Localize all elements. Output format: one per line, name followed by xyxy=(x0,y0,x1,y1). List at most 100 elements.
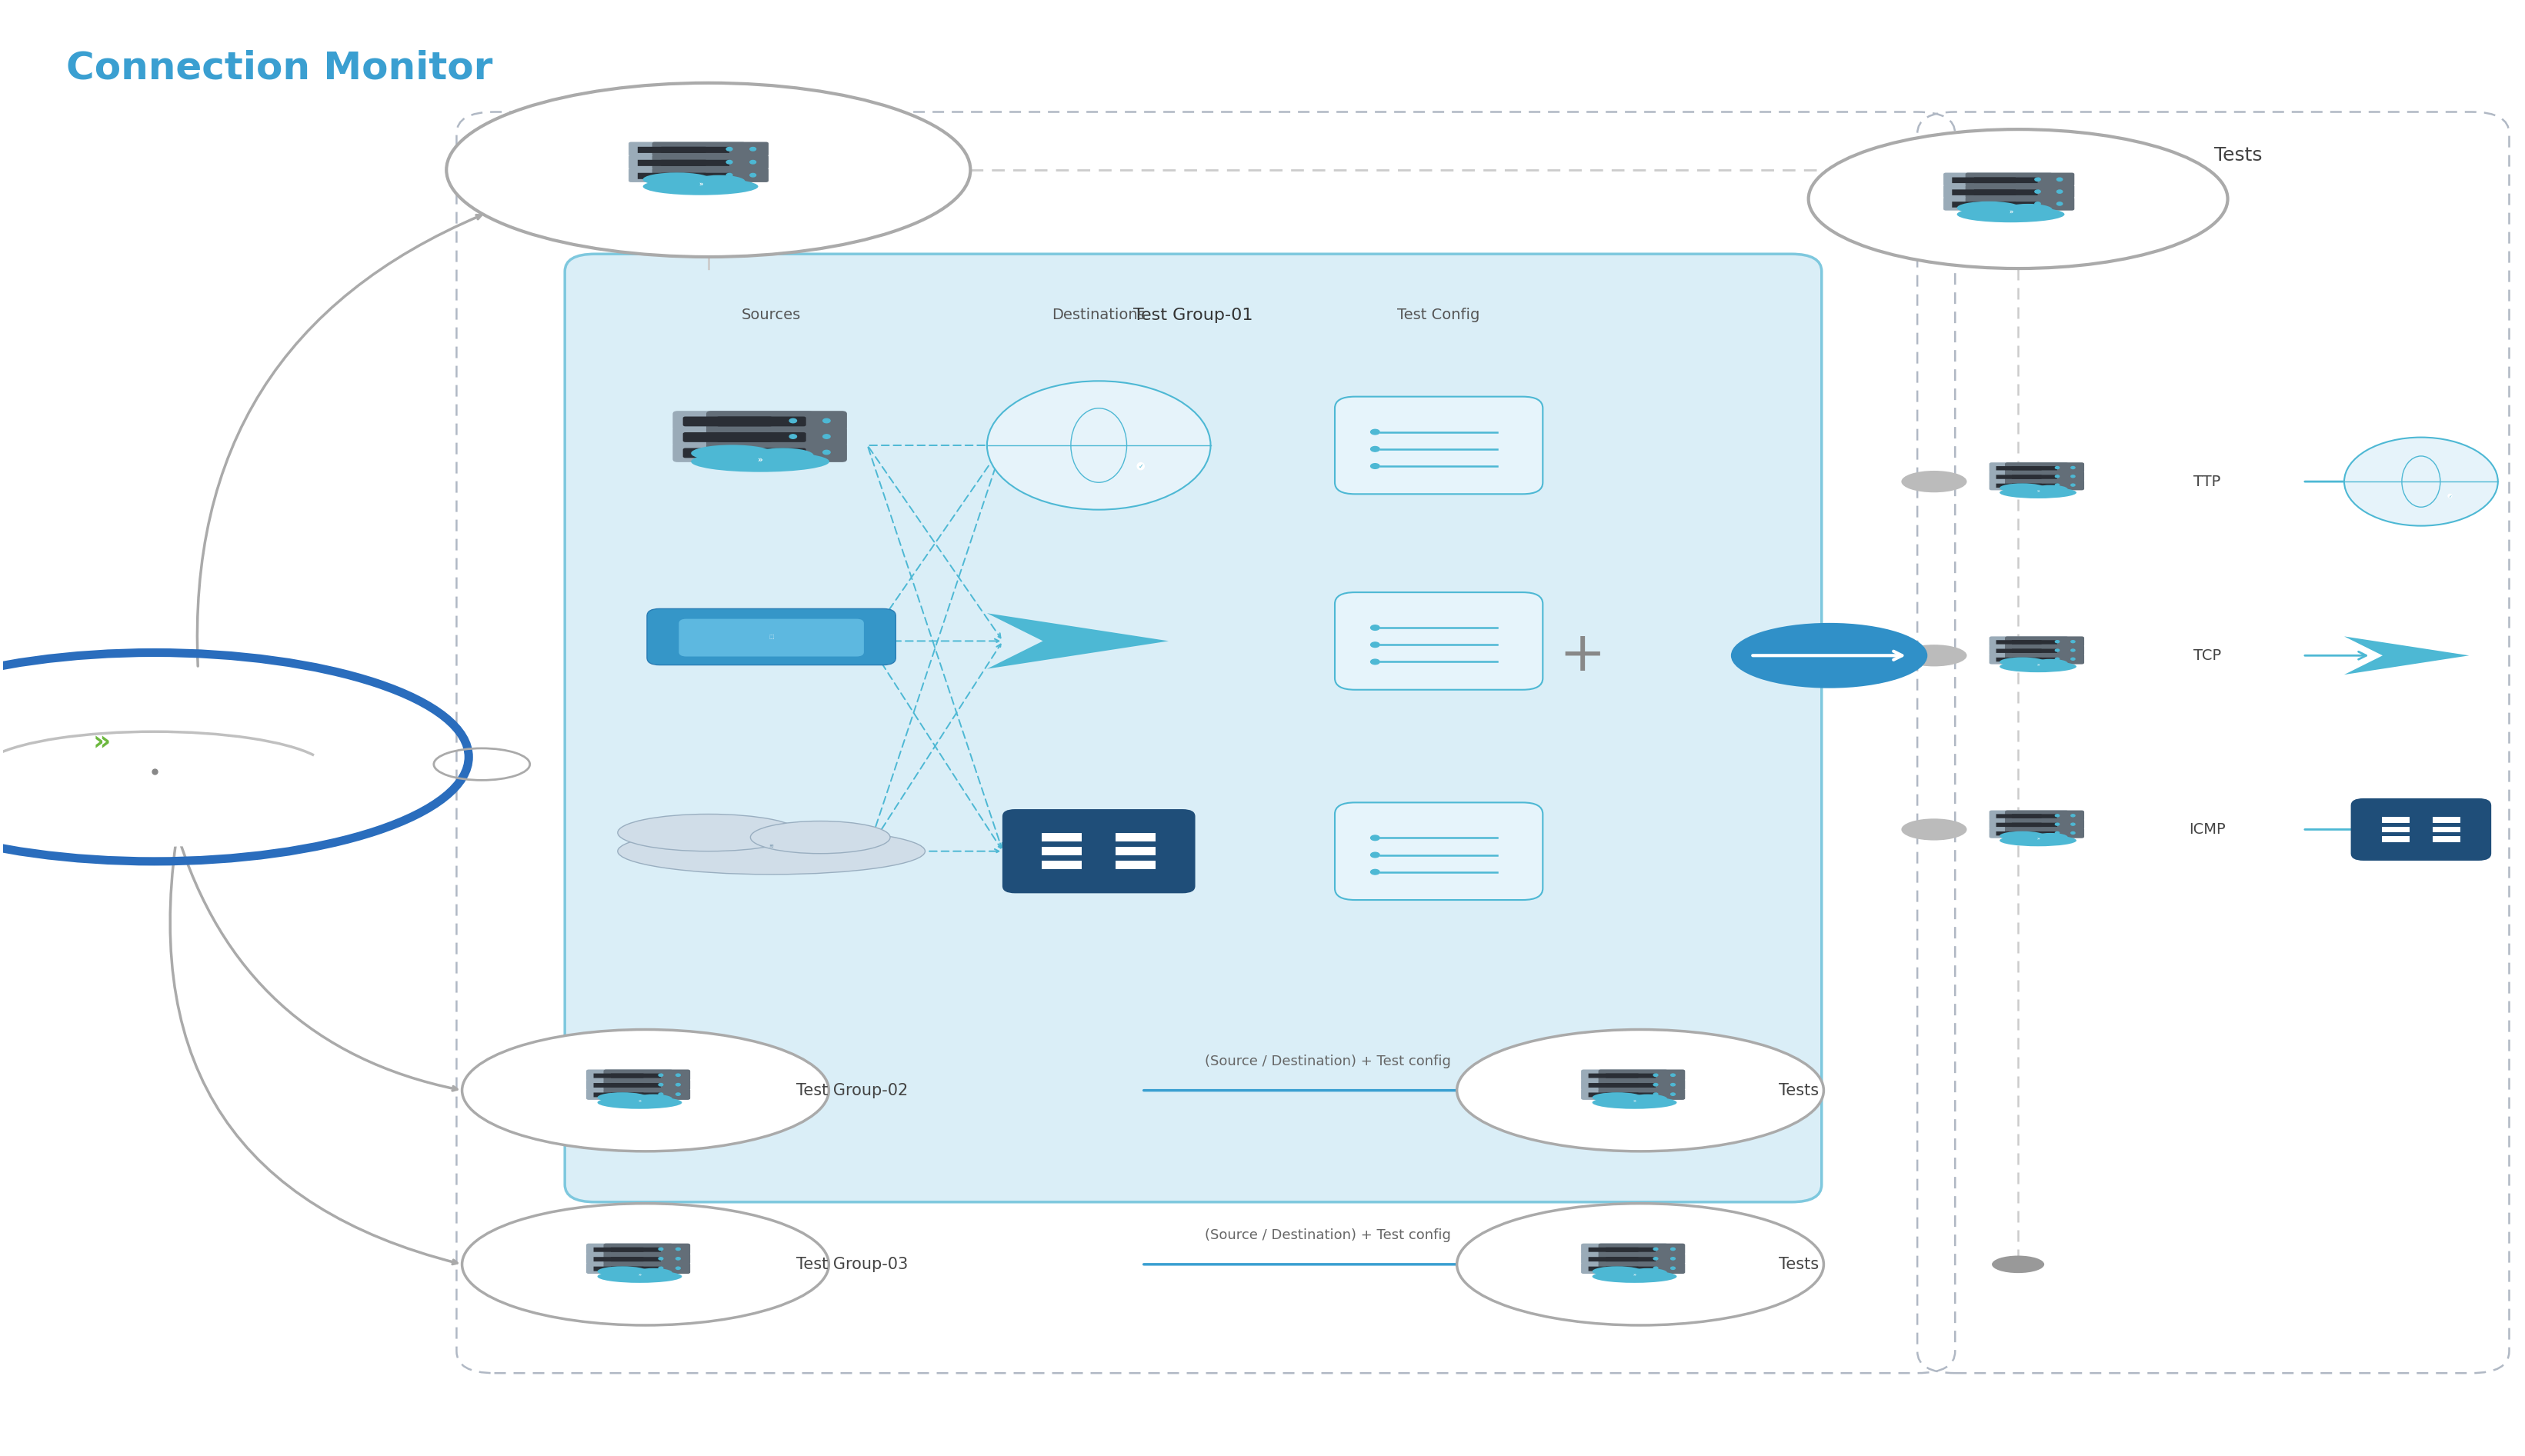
Circle shape xyxy=(659,1258,664,1259)
Circle shape xyxy=(790,450,798,454)
FancyBboxPatch shape xyxy=(1606,1073,1656,1077)
Ellipse shape xyxy=(1957,207,2065,223)
FancyBboxPatch shape xyxy=(639,147,707,153)
FancyBboxPatch shape xyxy=(1606,1092,1656,1098)
Circle shape xyxy=(2055,466,2060,469)
FancyBboxPatch shape xyxy=(662,160,730,166)
FancyBboxPatch shape xyxy=(629,167,745,182)
Circle shape xyxy=(1654,1075,1659,1076)
Text: Tests: Tests xyxy=(2214,146,2262,165)
Circle shape xyxy=(2058,202,2063,205)
FancyBboxPatch shape xyxy=(2012,641,2058,644)
FancyBboxPatch shape xyxy=(629,141,745,156)
FancyBboxPatch shape xyxy=(1964,185,2076,198)
FancyBboxPatch shape xyxy=(682,432,773,443)
Text: »: » xyxy=(1634,1099,1636,1104)
FancyBboxPatch shape xyxy=(1598,1254,1684,1264)
FancyBboxPatch shape xyxy=(1588,1073,1639,1077)
FancyBboxPatch shape xyxy=(603,1262,689,1274)
FancyBboxPatch shape xyxy=(593,1092,644,1098)
Circle shape xyxy=(2070,466,2076,469)
FancyBboxPatch shape xyxy=(2005,645,2083,655)
Ellipse shape xyxy=(644,178,758,195)
FancyBboxPatch shape xyxy=(593,1267,644,1271)
FancyBboxPatch shape xyxy=(1336,802,1543,900)
Circle shape xyxy=(823,450,831,454)
FancyBboxPatch shape xyxy=(1588,1083,1639,1088)
Ellipse shape xyxy=(598,1267,646,1277)
Ellipse shape xyxy=(598,1092,646,1102)
FancyBboxPatch shape xyxy=(1606,1248,1656,1252)
FancyBboxPatch shape xyxy=(2351,798,2492,860)
FancyBboxPatch shape xyxy=(1944,185,2053,198)
Text: TCP: TCP xyxy=(2194,648,2222,662)
Text: ⬚: ⬚ xyxy=(768,635,775,639)
Text: »: » xyxy=(758,456,763,463)
Circle shape xyxy=(659,1083,664,1086)
Circle shape xyxy=(659,1267,664,1270)
Circle shape xyxy=(727,160,732,165)
Ellipse shape xyxy=(2033,660,2068,667)
FancyBboxPatch shape xyxy=(639,160,707,166)
FancyBboxPatch shape xyxy=(603,1089,689,1099)
Text: Destinations: Destinations xyxy=(1053,307,1146,322)
Text: ≋: ≋ xyxy=(770,844,773,849)
Text: »: » xyxy=(1634,1273,1636,1277)
Circle shape xyxy=(1371,660,1379,664)
Circle shape xyxy=(790,419,798,422)
FancyBboxPatch shape xyxy=(2381,817,2409,823)
FancyBboxPatch shape xyxy=(1606,1267,1656,1271)
FancyBboxPatch shape xyxy=(707,443,846,462)
FancyBboxPatch shape xyxy=(1588,1257,1639,1261)
FancyBboxPatch shape xyxy=(1598,1070,1684,1080)
Ellipse shape xyxy=(644,172,712,186)
Text: Connection Monitor: Connection Monitor xyxy=(66,50,492,87)
FancyBboxPatch shape xyxy=(1581,1070,1669,1080)
FancyBboxPatch shape xyxy=(629,154,745,169)
FancyBboxPatch shape xyxy=(1997,649,2043,652)
FancyBboxPatch shape xyxy=(611,1248,662,1252)
Circle shape xyxy=(1371,463,1379,469)
FancyBboxPatch shape xyxy=(2012,831,2058,836)
Circle shape xyxy=(1371,430,1379,434)
Circle shape xyxy=(2070,483,2076,486)
Circle shape xyxy=(2035,202,2040,205)
Ellipse shape xyxy=(1457,1204,1823,1325)
Circle shape xyxy=(1371,642,1379,648)
Ellipse shape xyxy=(2000,661,2076,673)
FancyBboxPatch shape xyxy=(1581,1262,1669,1274)
FancyBboxPatch shape xyxy=(2381,827,2409,833)
FancyBboxPatch shape xyxy=(646,609,896,665)
Ellipse shape xyxy=(750,448,813,463)
Ellipse shape xyxy=(1593,1270,1677,1283)
Polygon shape xyxy=(987,613,1169,668)
Circle shape xyxy=(1371,869,1379,875)
Circle shape xyxy=(790,434,798,438)
Circle shape xyxy=(2055,823,2060,826)
Circle shape xyxy=(1371,447,1379,451)
FancyBboxPatch shape xyxy=(1581,1243,1669,1255)
FancyBboxPatch shape xyxy=(1043,847,1083,855)
FancyBboxPatch shape xyxy=(566,253,1821,1203)
FancyBboxPatch shape xyxy=(1581,1079,1669,1091)
Text: Test Config: Test Config xyxy=(1396,307,1480,322)
FancyBboxPatch shape xyxy=(2012,649,2058,652)
FancyBboxPatch shape xyxy=(717,416,805,427)
FancyBboxPatch shape xyxy=(1588,1248,1639,1252)
FancyBboxPatch shape xyxy=(1997,823,2043,827)
Ellipse shape xyxy=(1957,201,2020,214)
Circle shape xyxy=(1654,1093,1659,1095)
FancyBboxPatch shape xyxy=(1336,396,1543,494)
Ellipse shape xyxy=(1593,1267,1641,1277)
Circle shape xyxy=(1654,1083,1659,1086)
FancyBboxPatch shape xyxy=(611,1073,662,1077)
Circle shape xyxy=(2055,814,2060,817)
FancyBboxPatch shape xyxy=(603,1070,689,1080)
Circle shape xyxy=(823,434,831,438)
Ellipse shape xyxy=(634,1268,672,1277)
Circle shape xyxy=(2055,649,2060,651)
FancyBboxPatch shape xyxy=(1598,1262,1684,1274)
Circle shape xyxy=(2070,823,2076,826)
Circle shape xyxy=(1371,625,1379,630)
Circle shape xyxy=(2070,658,2076,660)
